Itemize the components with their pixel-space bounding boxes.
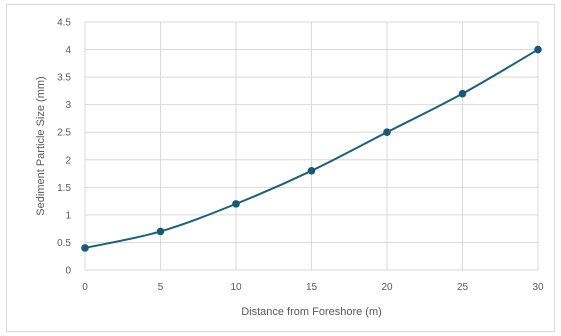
x-axis-title: Distance from Foreshore (m) <box>241 306 382 318</box>
y-tick-label: 2 <box>65 155 71 166</box>
y-tick-label: 2.5 <box>57 128 71 139</box>
series <box>81 45 542 252</box>
data-point <box>232 200 240 208</box>
x-tick-label: 5 <box>158 282 164 293</box>
x-tick-label: 30 <box>532 282 544 293</box>
y-tick-label: 1 <box>65 210 71 221</box>
data-point <box>81 244 89 252</box>
y-axis-ticks: 0 0.5 1 1.5 2 2.5 3 3.5 4 4.5 <box>57 18 71 277</box>
data-point <box>383 128 391 137</box>
x-axis-ticks: 0 5 10 15 20 25 30 <box>82 282 544 293</box>
data-point <box>307 167 316 175</box>
chart-frame <box>6 4 555 332</box>
data-point <box>534 45 542 54</box>
x-tick-label: 15 <box>306 282 318 293</box>
y-tick-label: 3 <box>65 100 71 111</box>
y-tick-label: 1.5 <box>57 183 71 194</box>
y-tick-label: 0.5 <box>57 238 71 249</box>
y-tick-label: 3.5 <box>57 73 71 84</box>
x-tick-label: 10 <box>230 282 242 293</box>
y-tick-label: 4.5 <box>57 18 71 29</box>
data-point <box>458 89 467 98</box>
y-tick-label: 4 <box>65 45 71 56</box>
data-point <box>156 227 165 236</box>
x-tick-label: 25 <box>457 282 469 293</box>
x-tick-label: 20 <box>381 282 393 293</box>
y-tick-label: 0 <box>65 266 71 277</box>
y-axis-title: Sediment Particle Size (mm) <box>35 76 47 215</box>
gridlines <box>84 21 539 271</box>
x-tick-label: 0 <box>82 282 88 293</box>
